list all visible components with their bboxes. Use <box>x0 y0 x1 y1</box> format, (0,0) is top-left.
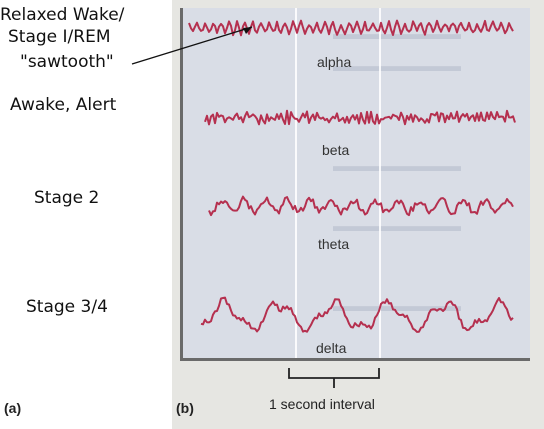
bleed-through-text: ▬▬▬▬▬▬▬▬ <box>333 26 461 43</box>
bleed-through-text: ▬▬▬▬▬▬▬▬ <box>333 218 461 235</box>
beta-label: beta <box>322 142 350 158</box>
interval-gridline-right <box>379 8 381 358</box>
panel-b-tag: (b) <box>176 400 194 416</box>
relaxed-wake-label: Relaxed Wake/ <box>0 5 125 25</box>
delta-wave-trace <box>200 296 514 333</box>
panel-a-tag: (a) <box>4 400 22 416</box>
stage1-rem-label: Stage I/REM <box>8 27 111 47</box>
bleed-through-text: ▬▬▬▬▬▬▬▬ <box>333 158 461 175</box>
awake-alert-label: Awake, Alert <box>10 95 117 115</box>
delta-label: delta <box>316 340 347 356</box>
alpha-label: alpha <box>317 54 352 70</box>
theta-label: theta <box>318 236 350 252</box>
interval-label: 1 second interval <box>269 396 375 412</box>
bleed-through-text: ▬▬▬▬▬▬▬▬ <box>333 58 461 75</box>
stage2-label: Stage 2 <box>34 188 100 208</box>
eeg-figure-panel: ▬▬▬▬▬▬▬▬ ▬▬▬▬▬▬▬▬ ▬▬▬▬▬▬▬▬ ▬▬▬▬▬▬▬▬ ▬▬▬▬… <box>172 0 544 429</box>
eeg-plate: ▬▬▬▬▬▬▬▬ ▬▬▬▬▬▬▬▬ ▬▬▬▬▬▬▬▬ ▬▬▬▬▬▬▬▬ ▬▬▬▬… <box>180 8 530 361</box>
alpha-wave-trace <box>188 19 514 37</box>
eeg-traces <box>188 19 516 333</box>
stage34-label: Stage 3/4 <box>26 297 108 317</box>
beta-wave-trace <box>204 109 516 126</box>
theta-wave-trace <box>208 195 514 217</box>
one-second-bracket <box>288 368 380 388</box>
interval-gridline-left <box>295 8 297 358</box>
bleed-through-text: ▬▬▬▬▬▬▬▬ <box>333 298 461 315</box>
stage-labels-column: Relaxed Wake/ Stage I/REM "sawtooth" Awa… <box>0 0 172 429</box>
sawtooth-label: "sawtooth" <box>20 52 114 72</box>
